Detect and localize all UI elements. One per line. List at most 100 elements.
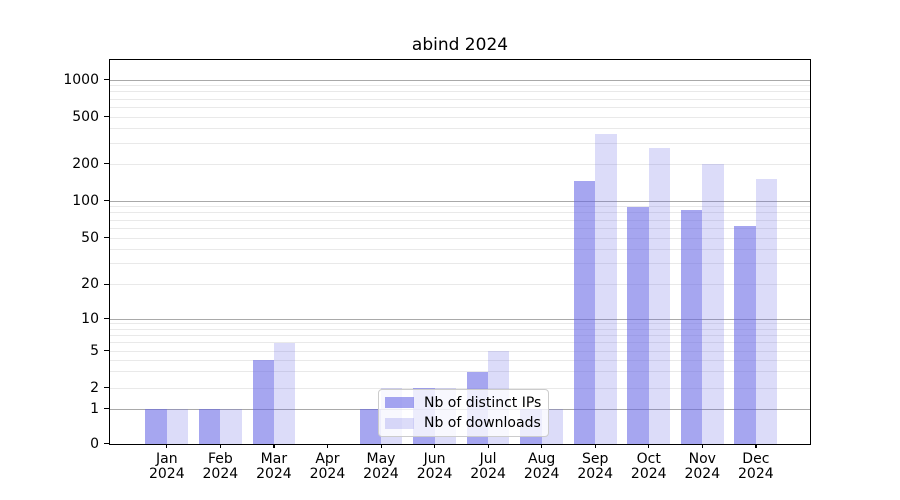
gridline-minor bbox=[110, 142, 810, 144]
gridline-minor bbox=[110, 263, 810, 265]
legend-label-distinct-ips: Nb of distinct IPs bbox=[424, 394, 542, 411]
gridline-minor bbox=[110, 323, 810, 325]
y-tick-mark bbox=[104, 200, 109, 202]
x-tick-month: Apr bbox=[315, 451, 340, 467]
x-tick-year: 2024 bbox=[202, 466, 239, 482]
legend-label-downloads: Nb of downloads bbox=[424, 415, 541, 432]
bar-downloads-dec bbox=[755, 179, 778, 444]
x-tick-year: 2024 bbox=[363, 466, 399, 482]
gridline-minor bbox=[110, 219, 810, 221]
y-tick-label: 100 bbox=[72, 192, 99, 209]
gridline-major bbox=[110, 318, 810, 320]
x-tick-month: Jun bbox=[423, 451, 446, 467]
x-tick-label: Apr 2024 bbox=[299, 452, 355, 482]
bar-distinct-ips-sep bbox=[573, 181, 596, 444]
y-tick-label: 0 bbox=[90, 435, 99, 452]
gridline-minor bbox=[110, 127, 810, 129]
x-tick-mark bbox=[273, 444, 275, 448]
bar-downloads-sep bbox=[595, 133, 617, 444]
gridline-minor bbox=[110, 237, 810, 239]
bar-distinct-ips-may bbox=[359, 409, 381, 444]
gridline-minor bbox=[110, 284, 810, 285]
gridline-minor bbox=[110, 206, 810, 208]
x-tick-mark bbox=[755, 444, 757, 448]
gridline-minor bbox=[110, 248, 810, 250]
y-tick-mark bbox=[104, 387, 109, 389]
x-tick-mark bbox=[594, 444, 596, 448]
x-tick-label: Mar 2024 bbox=[246, 452, 302, 482]
gridline-minor bbox=[110, 371, 810, 373]
x-tick-month: Oct bbox=[636, 451, 661, 467]
x-tick-year: 2024 bbox=[577, 466, 613, 482]
gridline-minor bbox=[110, 116, 810, 118]
y-tick-label: 500 bbox=[72, 108, 99, 125]
x-tick-month: Mar bbox=[260, 451, 288, 467]
y-tick-label: 2 bbox=[90, 379, 99, 396]
y-tick-label: 10 bbox=[81, 310, 99, 327]
plot-area bbox=[109, 59, 811, 445]
gridline-minor bbox=[110, 342, 810, 344]
y-tick-mark bbox=[104, 163, 109, 165]
bar-distinct-ips-nov bbox=[680, 209, 703, 444]
legend-item-distinct-ips: Nb of distinct IPs bbox=[385, 394, 542, 412]
bar-downloads-oct bbox=[648, 147, 671, 444]
y-tick-label: 20 bbox=[81, 276, 99, 292]
x-tick-label: Feb 2024 bbox=[192, 452, 248, 482]
x-tick-label: Jul 2024 bbox=[460, 452, 516, 482]
gridline-minor bbox=[110, 334, 810, 336]
bar-distinct-ips-oct bbox=[627, 206, 649, 444]
bar-downloads-mar bbox=[273, 342, 296, 444]
gridline-major bbox=[110, 79, 810, 81]
bar-distinct-ips-feb bbox=[198, 409, 221, 444]
x-tick-month: May bbox=[366, 451, 396, 467]
y-tick-label: 1000 bbox=[63, 71, 99, 88]
y-tick-mark bbox=[104, 79, 109, 81]
x-tick-label: Jun 2024 bbox=[407, 452, 463, 482]
bar-downloads-nov bbox=[702, 164, 724, 444]
bar-distinct-ips-jan bbox=[145, 409, 167, 444]
gridline-minor bbox=[110, 163, 810, 165]
x-tick-month: Feb bbox=[207, 451, 233, 467]
x-tick-year: 2024 bbox=[416, 466, 453, 482]
gridline-minor bbox=[110, 212, 810, 214]
y-tick-mark bbox=[104, 443, 109, 445]
y-tick-label: 5 bbox=[90, 342, 99, 359]
x-tick-month: Jul bbox=[479, 451, 497, 467]
x-tick-year: 2024 bbox=[738, 466, 774, 482]
bar-downloads-feb bbox=[220, 409, 242, 444]
gridline-minor bbox=[110, 350, 810, 352]
gridline-major bbox=[110, 200, 810, 202]
x-tick-label: Jan 2024 bbox=[139, 452, 195, 482]
x-tick-year: 2024 bbox=[148, 466, 185, 482]
x-tick-mark bbox=[166, 444, 168, 448]
x-tick-label: Nov 2024 bbox=[674, 452, 730, 482]
y-tick-mark bbox=[104, 283, 109, 285]
x-tick-year: 2024 bbox=[523, 466, 560, 482]
gridline-minor bbox=[110, 91, 810, 93]
x-tick-year: 2024 bbox=[256, 466, 292, 482]
gridline-minor bbox=[110, 106, 810, 108]
x-tick-month: Dec bbox=[742, 451, 770, 467]
x-tick-year: 2024 bbox=[630, 466, 667, 482]
x-tick-year: 2024 bbox=[470, 466, 506, 482]
legend-swatch-downloads bbox=[385, 417, 414, 429]
x-tick-mark bbox=[326, 444, 329, 448]
chart-title: abind 2024 bbox=[411, 35, 509, 55]
gridline-minor bbox=[110, 387, 810, 389]
x-tick-month: Nov bbox=[688, 451, 716, 467]
x-tick-mark bbox=[219, 444, 222, 448]
gridline-minor bbox=[110, 359, 810, 361]
y-tick-mark bbox=[104, 350, 109, 352]
bar-downloads-jan bbox=[166, 409, 189, 444]
y-tick-label: 200 bbox=[72, 155, 99, 172]
y-tick-mark bbox=[104, 318, 109, 320]
y-tick-label: 50 bbox=[81, 229, 99, 246]
y-tick-mark bbox=[104, 116, 109, 118]
x-tick-mark bbox=[487, 444, 489, 448]
y-tick-label: 1 bbox=[90, 400, 99, 417]
x-tick-mark bbox=[380, 444, 382, 448]
gridline-minor bbox=[110, 85, 810, 87]
x-tick-year: 2024 bbox=[684, 466, 721, 482]
bar-distinct-ips-mar bbox=[252, 360, 274, 444]
